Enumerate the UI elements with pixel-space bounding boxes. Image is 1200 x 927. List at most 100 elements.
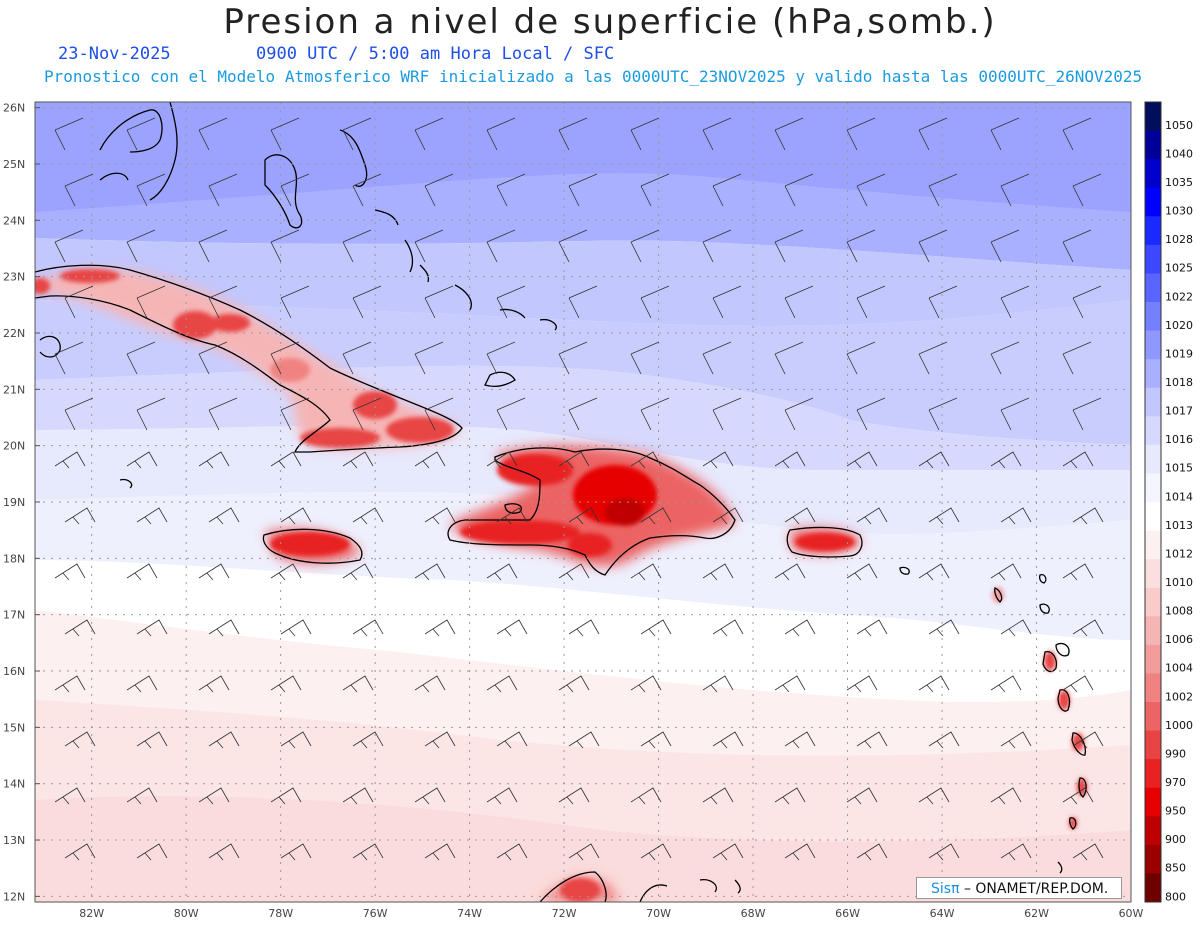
wind-barb [640, 731, 672, 749]
wind-barb [856, 843, 888, 861]
wind-barb [1062, 675, 1094, 693]
lon-label: 66W [835, 907, 860, 920]
colorbar-label: 1012 [1165, 547, 1193, 560]
wind-barb [712, 173, 742, 207]
wind-barb [928, 285, 958, 319]
wind-barb [496, 173, 526, 207]
wind-barb [784, 843, 816, 861]
wind-barb [1062, 451, 1094, 469]
colorbar-label: 800 [1165, 890, 1186, 903]
wind-barb [64, 731, 96, 749]
wind-barb [126, 787, 158, 805]
colorbar-frame [1144, 101, 1162, 903]
wind-barb [712, 619, 744, 637]
wind-barb [136, 619, 168, 637]
wind-barb [846, 451, 878, 469]
wind-barb [496, 731, 528, 749]
wind-barb [558, 229, 588, 263]
colorbar-swatch [1145, 302, 1161, 332]
wind-barb [270, 563, 302, 581]
wind-barb [774, 341, 804, 375]
lat-label: 20N [3, 440, 25, 453]
wind-barb [846, 117, 876, 151]
colorbar-swatch [1145, 559, 1161, 589]
colorbar-swatch [1145, 702, 1161, 732]
colorbar-label: 1015 [1165, 462, 1193, 475]
colorbar-label: 1008 [1165, 605, 1193, 618]
band-1019 [35, 102, 1131, 212]
page-title: Presion a nivel de superficie (hPa,somb.… [223, 2, 997, 42]
wind-barb [1000, 397, 1030, 431]
wind-barb [496, 285, 526, 319]
colorbar-label: 1002 [1165, 690, 1193, 703]
wind-barb [280, 843, 312, 861]
wind-barb [712, 731, 744, 749]
wind-barb [496, 843, 528, 861]
colorbar-swatch [1145, 130, 1161, 160]
wind-barb [630, 451, 662, 469]
wind-barb [640, 843, 672, 861]
wind-barb [208, 397, 238, 431]
forecast-info: Pronostico con el Modelo Atmosferico WRF… [44, 67, 1143, 86]
wind-barb [1000, 507, 1032, 525]
lat-label: 12N [3, 890, 25, 903]
colorbar-label: 1040 [1165, 147, 1193, 160]
wind-barb [136, 285, 166, 319]
wind-barb [208, 619, 240, 637]
wind-barb [352, 731, 384, 749]
coastlines [35, 102, 1087, 902]
wind-barb [414, 341, 444, 375]
wind-barb [568, 619, 600, 637]
colorbar-swatch [1145, 359, 1161, 389]
wind-barb [486, 451, 518, 469]
wind-barb [414, 451, 446, 469]
wind-barb [774, 787, 806, 805]
wind-barb [64, 507, 96, 525]
wind-barb [64, 173, 94, 207]
lat-label: 15N [3, 721, 25, 734]
wind-barb [208, 731, 240, 749]
wind-barb [856, 285, 886, 319]
wind-barb [126, 451, 158, 469]
wind-barb [1000, 173, 1030, 207]
colorbar-swatch [1145, 787, 1161, 817]
wind-barb [208, 173, 238, 207]
wind-barb [712, 285, 742, 319]
wind-barb [270, 675, 302, 693]
wind-barb [918, 675, 950, 693]
wind-barb [640, 619, 672, 637]
colorbar-swatch [1145, 473, 1161, 503]
colorbar-label: 1014 [1165, 490, 1193, 503]
wind-barb [496, 397, 526, 431]
wind-barb [198, 563, 230, 581]
longitude-labels: 82W 80W 78W 76W 74W 72W 70W 68W 66W 64W 62W 60W [79, 907, 1143, 920]
wind-barb [784, 285, 814, 319]
wind-barb [702, 563, 734, 581]
wind-barb [280, 619, 312, 637]
lon-label: 60W [1119, 907, 1144, 920]
wind-barb [702, 675, 734, 693]
colorbar-swatch [1145, 502, 1161, 532]
wind-barb [846, 787, 878, 805]
wind-barb [918, 341, 948, 375]
wind-barb [352, 507, 384, 525]
wind-barb [280, 731, 312, 749]
wind-barb [1062, 787, 1094, 805]
colorbar-label: 1022 [1165, 290, 1193, 303]
wind-barb [208, 507, 240, 525]
wind-barb [846, 675, 878, 693]
wind-barb [990, 117, 1020, 151]
colorbar-swatch [1145, 187, 1161, 217]
colorbar-swatch [1145, 273, 1161, 303]
lat-label: 22N [3, 327, 25, 340]
wind-barb [1072, 173, 1102, 207]
wind-barb [64, 285, 94, 319]
wind-barb [856, 397, 886, 431]
wind-barb [342, 787, 374, 805]
colorbar-swatch [1145, 216, 1161, 246]
wind-barb [928, 619, 960, 637]
wind-barb [918, 117, 948, 151]
wind-barb [198, 117, 228, 151]
wind-barb [784, 397, 814, 431]
wind-barb [928, 843, 960, 861]
